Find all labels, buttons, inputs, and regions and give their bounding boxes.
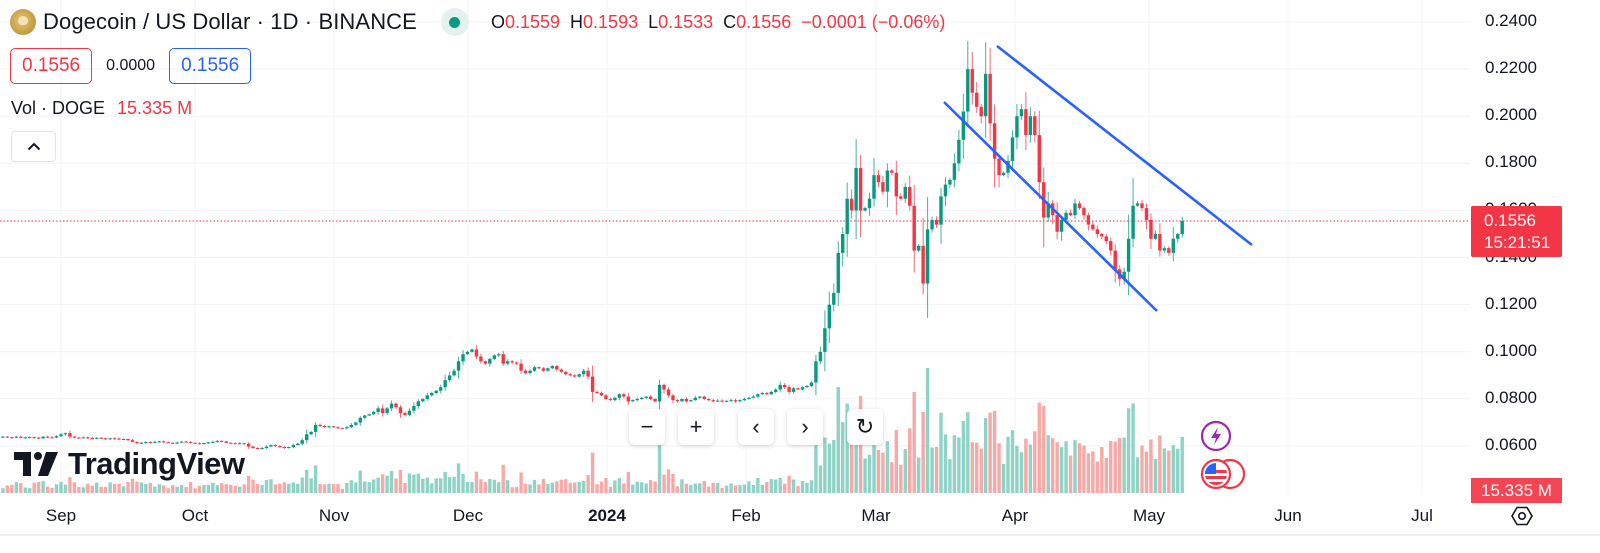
- price-axis-label: 0.0800: [1485, 387, 1537, 407]
- chevron-up-icon: [27, 142, 40, 151]
- price-axis-label: 0.2200: [1485, 58, 1537, 78]
- volume-price-badge: 15.335 M: [1471, 478, 1562, 503]
- price-axis-label: 0.0600: [1485, 434, 1537, 454]
- reset-chart-button[interactable]: ↻: [847, 409, 883, 445]
- price-axis-label: 0.2400: [1485, 11, 1537, 30]
- chart-settings-button[interactable]: [1510, 504, 1534, 528]
- ohlc-open: O0.1559: [490, 11, 561, 32]
- zoom-out-button[interactable]: −: [629, 409, 665, 445]
- time-axis-label: Apr: [1001, 506, 1029, 525]
- price-axis-label: 0.1000: [1485, 340, 1537, 360]
- tradingview-logo[interactable]: TradingView: [14, 446, 245, 482]
- tradingview-mark-icon: [14, 452, 58, 476]
- lightning-event-icon[interactable]: [1199, 420, 1233, 454]
- price-axis-label: 0.1200: [1485, 293, 1537, 313]
- candlesticks: [1, 40, 1184, 450]
- symbol-legend: Dogecoin / US Dollar · 1D · BINANCE O0.1…: [10, 8, 945, 36]
- zoom-in-button[interactable]: +: [678, 409, 714, 445]
- time-axis-label: May: [1132, 506, 1166, 525]
- time-axis-label: 2024: [588, 506, 626, 525]
- buy-button[interactable]: 0.1556: [169, 48, 252, 84]
- price-change: −0.0001 (−0.06%): [801, 11, 946, 32]
- volume-label[interactable]: Vol · DOGE: [11, 98, 106, 118]
- reset-rotate-icon: ↻: [855, 414, 875, 439]
- time-axis-label: Dec: [452, 506, 484, 525]
- time-axis-label: Oct: [181, 506, 209, 525]
- bar-countdown: 15:21:51: [1484, 233, 1551, 252]
- plus-icon: +: [689, 414, 703, 439]
- symbol-title[interactable]: Dogecoin / US Dollar · 1D · BINANCE: [43, 9, 417, 34]
- time-axis-label: Jun: [1274, 506, 1302, 525]
- price-axis-label: 0.1800: [1485, 152, 1537, 172]
- last-price-value: 0.1556: [1484, 211, 1536, 230]
- scroll-left-button[interactable]: ‹: [738, 409, 774, 445]
- volume-bars: [1, 368, 1184, 493]
- chart-grid: [0, 0, 1470, 495]
- tradingview-wordmark: TradingView: [68, 446, 245, 481]
- chevron-left-icon: ‹: [752, 414, 760, 439]
- dogecoin-logo-icon: [10, 9, 36, 35]
- time-axis-label: Feb: [731, 506, 761, 525]
- time-axis-label: Sep: [45, 506, 77, 525]
- time-axis-label: Jul: [1411, 506, 1433, 525]
- collapse-legend-button[interactable]: [11, 131, 56, 162]
- ohlc-high: H0.1593: [570, 11, 639, 32]
- market-status-indicator[interactable]: [440, 8, 469, 36]
- volume-legend: Vol · DOGE 15.335 M: [11, 98, 192, 119]
- trendline-upper[interactable]: [996, 44, 1253, 247]
- volume-value: 15.335 M: [117, 98, 193, 118]
- minus-icon: −: [640, 414, 654, 439]
- ohlc-low: L0.1533: [648, 11, 714, 32]
- ohlc-close: C0.1556: [723, 11, 792, 32]
- trade-buttons: 0.1556 0.0000 0.1556: [10, 48, 252, 84]
- chevron-right-icon: ›: [801, 414, 809, 439]
- settings-hexagon-icon: [1511, 506, 1533, 526]
- scroll-right-button[interactable]: ›: [787, 409, 823, 445]
- trendline-lower[interactable]: [943, 101, 1158, 312]
- price-axis-label: 0.2000: [1485, 105, 1537, 125]
- spread-value: 0.0000: [106, 57, 156, 74]
- market-open-dot-icon: [449, 16, 461, 28]
- time-axis-label: Nov: [318, 506, 350, 525]
- time-axis-label: Mar: [861, 506, 891, 525]
- sell-button[interactable]: 0.1556: [10, 48, 93, 84]
- ohlc-values: O0.1559 H0.1593 L0.1533 C0.1556 −0.0001 …: [491, 12, 945, 33]
- last-price-label: 0.1556 15:21:51: [1471, 206, 1562, 257]
- us-economic-events-icon[interactable]: [1199, 457, 1249, 491]
